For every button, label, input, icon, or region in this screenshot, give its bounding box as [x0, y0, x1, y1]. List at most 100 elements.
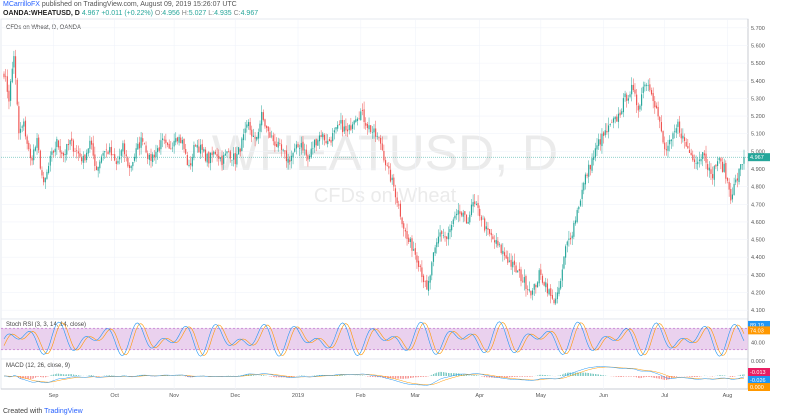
candle-body	[446, 236, 448, 239]
candle-body	[99, 161, 101, 169]
candle-body	[191, 157, 193, 167]
candle-body	[741, 164, 743, 166]
candle-body	[28, 142, 30, 150]
candle-body	[439, 232, 441, 237]
candle-body	[682, 135, 684, 139]
candlestick-series	[3, 49, 745, 306]
candle-body	[723, 163, 725, 172]
candle-body	[386, 165, 388, 166]
candle-body	[512, 261, 514, 268]
candle-body	[429, 275, 431, 283]
candle-body	[61, 152, 63, 154]
candle-body	[171, 147, 174, 149]
candle-body	[79, 153, 81, 157]
candle-body	[626, 94, 628, 101]
price-tick-label: 5.700	[751, 26, 765, 32]
candle-body	[705, 153, 707, 163]
candle-body	[41, 170, 43, 176]
candle-body	[601, 133, 603, 147]
candle-body	[565, 246, 567, 258]
candle-body	[431, 262, 433, 276]
price-tick-label: 4.800	[751, 185, 765, 191]
candle-body	[370, 125, 372, 133]
candle-body	[574, 220, 577, 224]
candle-body	[44, 178, 46, 183]
candle-body	[457, 210, 459, 215]
candle-body	[541, 275, 544, 283]
price-tick-label: 4.500	[751, 238, 765, 244]
candle-body	[77, 151, 79, 154]
candle-body	[54, 148, 56, 152]
candle-body	[52, 150, 55, 153]
candle-body	[664, 142, 666, 150]
candle-body	[259, 123, 261, 132]
author-link[interactable]: MCarrilloFX	[3, 1, 40, 8]
candle-body	[421, 267, 423, 278]
candle-body	[494, 240, 496, 243]
candle-body	[489, 229, 491, 234]
tradingview-logo-link[interactable]: TradingView	[44, 408, 83, 415]
candle-body	[81, 157, 83, 162]
candle-body	[573, 222, 575, 237]
macd-tag-bg	[748, 368, 770, 376]
published-text: published on TradingView.com, August 09,…	[41, 1, 237, 8]
time-tick-label: Sep	[49, 393, 59, 399]
candle-body	[330, 139, 332, 143]
candle-body	[527, 289, 529, 290]
candle-body	[185, 149, 187, 154]
watermark-symbol: WHEATUSD, D	[212, 125, 558, 181]
candle-body	[163, 139, 165, 141]
price-tick-label: 5.100	[751, 132, 765, 138]
candle-body	[563, 256, 565, 269]
candle-body	[436, 242, 438, 248]
candle-body	[720, 158, 722, 162]
time-tick-label: Feb	[356, 393, 365, 399]
candle-body	[188, 164, 190, 166]
histogram-tag: 0.000	[750, 385, 764, 391]
signal-tag: -0.026	[750, 378, 766, 384]
candle-body	[183, 138, 185, 150]
candle-body	[74, 151, 76, 152]
candle-body	[318, 135, 321, 142]
candle-body	[153, 154, 155, 158]
time-tick-label: Aug	[723, 393, 733, 399]
candle-body	[29, 148, 32, 159]
candle-body	[721, 161, 724, 172]
candle-body	[375, 128, 377, 137]
candle-body	[631, 84, 633, 95]
candle-body	[437, 236, 439, 244]
candle-body	[530, 290, 532, 296]
candle-body	[178, 136, 180, 143]
candle-body	[312, 148, 314, 150]
candle-body	[740, 164, 742, 170]
stoch-k-tag: 89.19	[750, 323, 764, 329]
candle-body	[254, 137, 256, 139]
candle-body	[616, 116, 618, 122]
candle-body	[378, 136, 380, 138]
candle-body	[383, 150, 385, 161]
candle-body	[309, 155, 311, 159]
candle-body	[181, 139, 183, 144]
candle-body	[596, 145, 598, 150]
macd-panel[interactable]	[0, 358, 749, 390]
candle-body	[201, 144, 203, 150]
candle-body	[669, 139, 671, 145]
candle-body	[614, 116, 616, 120]
candle-body	[462, 212, 464, 217]
candle-body	[507, 256, 509, 263]
candle-body	[606, 130, 608, 133]
candle-body	[515, 265, 517, 273]
candle-body	[82, 155, 84, 163]
candle-body	[583, 183, 585, 191]
candle-body	[716, 161, 719, 166]
price-tick-label: 4.400	[751, 255, 765, 261]
candle-body	[59, 146, 61, 153]
macd-tag: -0.013	[750, 370, 766, 376]
candle-body	[517, 270, 519, 273]
candle-body	[642, 86, 644, 94]
candle-body	[285, 150, 288, 162]
candle-body	[703, 153, 705, 156]
candle-body	[100, 156, 103, 163]
candle-body	[411, 238, 413, 251]
